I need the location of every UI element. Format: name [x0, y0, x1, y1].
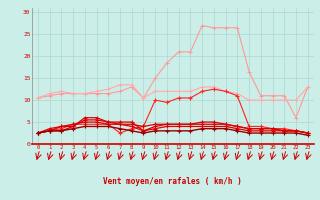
Text: Vent moyen/en rafales ( km/h ): Vent moyen/en rafales ( km/h ): [103, 178, 242, 186]
